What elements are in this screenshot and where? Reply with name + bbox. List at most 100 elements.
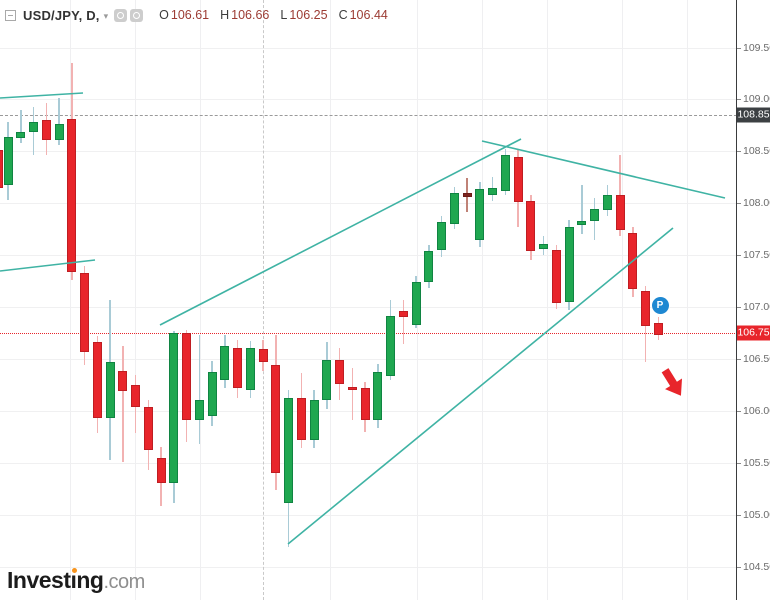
axis-tick	[737, 203, 741, 205]
trendline[interactable]	[287, 227, 674, 545]
candle-body	[67, 119, 77, 272]
axis-tick	[737, 514, 741, 516]
axis-tick	[737, 151, 741, 153]
candle-body	[590, 209, 599, 221]
candle-body	[284, 398, 293, 504]
candle-body	[271, 365, 281, 474]
candle-body	[335, 359, 344, 384]
candle-body	[296, 398, 306, 440]
candle-body	[449, 192, 459, 224]
candle-body	[641, 291, 650, 326]
axis-tick	[737, 566, 741, 568]
candle-body	[437, 221, 446, 250]
candle-body	[220, 346, 230, 380]
price-axis[interactable]: 109.50 109.00 108.50 108.00 107.50 107.00 106.…	[736, 0, 770, 600]
axis-label: 106.50	[743, 352, 770, 365]
chart-settings-icon[interactable]	[130, 8, 144, 22]
axis-badge-106.75: 106.75	[737, 325, 770, 341]
axis-badge-108.85: 108.85	[737, 107, 770, 123]
ohlc-h: H 106.66	[220, 8, 270, 22]
candle-wick	[20, 109, 22, 143]
candle-body	[386, 316, 395, 376]
axis-tick	[737, 255, 741, 257]
legend-collapse-icon[interactable]	[5, 9, 16, 21]
candle-body	[41, 120, 51, 140]
axis-label: 108.50	[743, 145, 770, 158]
axis-label: 109.00	[743, 93, 770, 106]
candle-body	[156, 457, 166, 484]
h-gridline	[0, 255, 737, 257]
candle-body	[54, 124, 64, 140]
h-gridline	[0, 151, 737, 153]
v-gridline	[482, 0, 483, 600]
axis-tick	[737, 99, 741, 101]
candle-body	[347, 386, 357, 391]
candle-body	[258, 348, 268, 363]
v-gridline	[547, 0, 548, 600]
candle-body	[373, 372, 383, 421]
chart-canvas[interactable]: P	[0, 0, 737, 600]
candle-body	[564, 227, 574, 302]
h-gridline	[0, 462, 737, 464]
candle-body	[462, 192, 472, 197]
candle-body	[513, 156, 523, 203]
v-gridline	[622, 0, 623, 600]
axis-label: 105.50	[743, 456, 770, 469]
candle-body	[309, 400, 319, 440]
axis-tick	[737, 47, 741, 49]
candle-wick	[402, 299, 404, 345]
candle-body	[322, 359, 332, 401]
trendline[interactable]	[159, 138, 522, 326]
h-gridline	[0, 566, 737, 568]
month-separator-line	[263, 0, 264, 600]
v-gridline	[200, 0, 201, 600]
axis-label: 104.50	[743, 560, 770, 573]
axis-label: 107.00	[743, 301, 770, 314]
symbol-title[interactable]: USD/JPY, D,	[23, 7, 100, 23]
chart-legend: USD/JPY, D, ▾ O 106.61 H 106.66 L 106.25 C 106.…	[5, 7, 399, 23]
candle-wick	[58, 98, 60, 146]
candle-wick	[351, 368, 353, 421]
candle-wick	[581, 184, 583, 235]
position-marker[interactable]: P	[651, 296, 669, 314]
logo-com-suffix: .com	[103, 571, 145, 593]
logo-text: Investıng	[7, 567, 104, 593]
axis-label: 108.00	[743, 197, 770, 210]
candle-body	[3, 136, 13, 185]
candle-body	[526, 201, 536, 251]
v-gridline	[330, 0, 331, 600]
candle-body	[615, 194, 625, 231]
candle-body	[131, 384, 140, 407]
candle-body	[551, 249, 561, 303]
axis-label: 106.00	[743, 404, 770, 417]
candle-body	[398, 311, 408, 318]
axis-label: 107.50	[743, 249, 770, 262]
candle-body	[16, 131, 26, 138]
candle-body	[194, 400, 204, 421]
candle-body	[245, 347, 255, 391]
investing-watermark: Investıng.com	[7, 567, 145, 594]
axis-tick	[737, 307, 741, 309]
h-gridline	[0, 99, 737, 101]
h-gridline	[0, 514, 737, 516]
candle-body	[105, 362, 115, 419]
trendline[interactable]	[0, 259, 96, 272]
axis-tick	[737, 462, 741, 464]
candle-body	[653, 322, 663, 336]
candle-body	[475, 188, 485, 240]
ohlc-l: L 106.25	[280, 8, 328, 22]
down-arrow-drawing[interactable]	[657, 365, 690, 401]
candle-body	[92, 342, 102, 419]
candle-body	[143, 406, 153, 451]
candle-body	[488, 187, 497, 195]
candle-body	[424, 250, 434, 283]
ohlc-readout: O 106.61 H 106.66 L 106.25 C 106.44	[159, 8, 399, 22]
axis-label: 109.50	[743, 41, 770, 54]
chart-circle-icon[interactable]	[114, 8, 128, 22]
candle-wick	[198, 335, 200, 445]
candle-body	[80, 272, 89, 352]
chevron-down-icon[interactable]: ▾	[103, 10, 109, 21]
v-gridline	[70, 0, 71, 600]
ohlc-o: O 106.61	[159, 8, 210, 22]
